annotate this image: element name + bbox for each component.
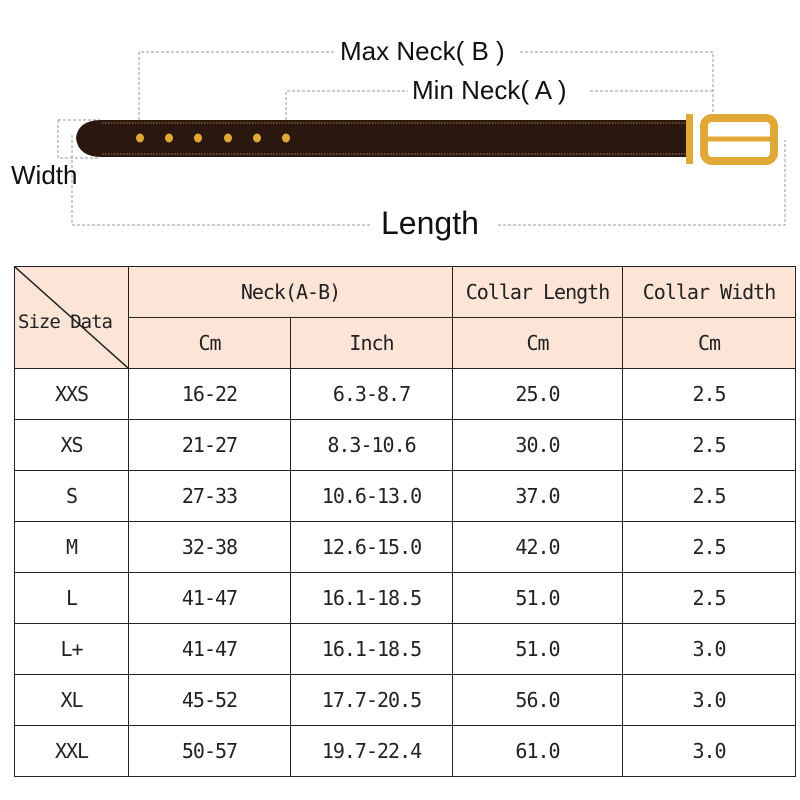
buckle-icon — [686, 114, 778, 165]
unit-header: Inch — [290, 317, 453, 369]
cell-neck-inch: 12.6-15.0 — [290, 521, 453, 573]
collar-width-header: Collar Width — [622, 266, 796, 318]
corner-header: Size Data — [14, 266, 129, 369]
cell-length-cm: 51.0 — [452, 572, 623, 624]
cell-length-cm: 61.0 — [452, 725, 623, 777]
table-row: XXS 16-22 6.3-8.7 25.0 2.5 — [14, 368, 796, 420]
table-row: XXL 50-57 19.7-22.4 61.0 3.0 — [14, 725, 796, 777]
cell-size: XXS — [14, 368, 129, 420]
cell-width-cm: 2.5 — [622, 572, 796, 624]
cell-neck-cm: 50-57 — [128, 725, 291, 777]
unit-header: Cm — [622, 317, 796, 369]
cell-neck-cm: 32-38 — [128, 521, 291, 573]
collar-length-header: Collar Length — [452, 266, 623, 318]
table-row: S 27-33 10.6-13.0 37.0 2.5 — [14, 470, 796, 522]
cell-size: L — [14, 572, 129, 624]
cell-size: M — [14, 521, 129, 573]
collar-strap — [76, 120, 690, 157]
table-row: L+ 41-47 16.1-18.5 51.0 3.0 — [14, 623, 796, 675]
cell-length-cm: 56.0 — [452, 674, 623, 726]
cell-length-cm: 42.0 — [452, 521, 623, 573]
cell-neck-inch: 6.3-8.7 — [290, 368, 453, 420]
cell-neck-cm: 41-47 — [128, 623, 291, 675]
corner-label: Size Data — [18, 311, 113, 333]
cell-width-cm: 3.0 — [622, 674, 796, 726]
table-row: L 41-47 16.1-18.5 51.0 2.5 — [14, 572, 796, 624]
length-label: Length — [381, 205, 479, 241]
cell-size: L+ — [14, 623, 129, 675]
table-row: XS 21-27 8.3-10.6 30.0 2.5 — [14, 419, 796, 471]
collar-holes — [136, 133, 290, 143]
table-row: M 32-38 12.6-15.0 42.0 2.5 — [14, 521, 796, 573]
cell-length-cm: 51.0 — [452, 623, 623, 675]
cell-width-cm: 3.0 — [622, 725, 796, 777]
collar-diagram: Max Neck( B ) Min Neck( A ) Width Length — [11, 36, 786, 241]
cell-neck-inch: 17.7-20.5 — [290, 674, 453, 726]
dimension-lines — [57, 51, 786, 226]
min-neck-label: Min Neck( A ) — [412, 75, 567, 105]
cell-size: S — [14, 470, 129, 522]
cell-width-cm: 3.0 — [622, 623, 796, 675]
cell-neck-inch: 8.3-10.6 — [290, 419, 453, 471]
cell-neck-cm: 45-52 — [128, 674, 291, 726]
cell-neck-inch: 16.1-18.5 — [290, 623, 453, 675]
cell-width-cm: 2.5 — [622, 521, 796, 573]
cell-size: XXL — [14, 725, 129, 777]
unit-header: Cm — [452, 317, 623, 369]
cell-width-cm: 2.5 — [622, 470, 796, 522]
unit-header: Cm — [128, 317, 291, 369]
cell-neck-cm: 21-27 — [128, 419, 291, 471]
cell-neck-inch: 16.1-18.5 — [290, 572, 453, 624]
neck-header: Neck(A-B) — [128, 266, 453, 318]
cell-neck-inch: 19.7-22.4 — [290, 725, 453, 777]
cell-size: XS — [14, 419, 129, 471]
cell-width-cm: 2.5 — [622, 419, 796, 471]
cell-length-cm: 25.0 — [452, 368, 623, 420]
cell-size: XL — [14, 674, 129, 726]
cell-neck-inch: 10.6-13.0 — [290, 470, 453, 522]
cell-neck-cm: 41-47 — [128, 572, 291, 624]
max-neck-label: Max Neck( B ) — [340, 36, 505, 66]
cell-length-cm: 37.0 — [452, 470, 623, 522]
cell-neck-cm: 16-22 — [128, 368, 291, 420]
cell-neck-cm: 27-33 — [128, 470, 291, 522]
size-table: Size Data Neck(A-B) Collar Length Collar… — [14, 266, 796, 777]
cell-length-cm: 30.0 — [452, 419, 623, 471]
width-label: Width — [11, 160, 77, 190]
table-row: XL 45-52 17.7-20.5 56.0 3.0 — [14, 674, 796, 726]
cell-width-cm: 2.5 — [622, 368, 796, 420]
